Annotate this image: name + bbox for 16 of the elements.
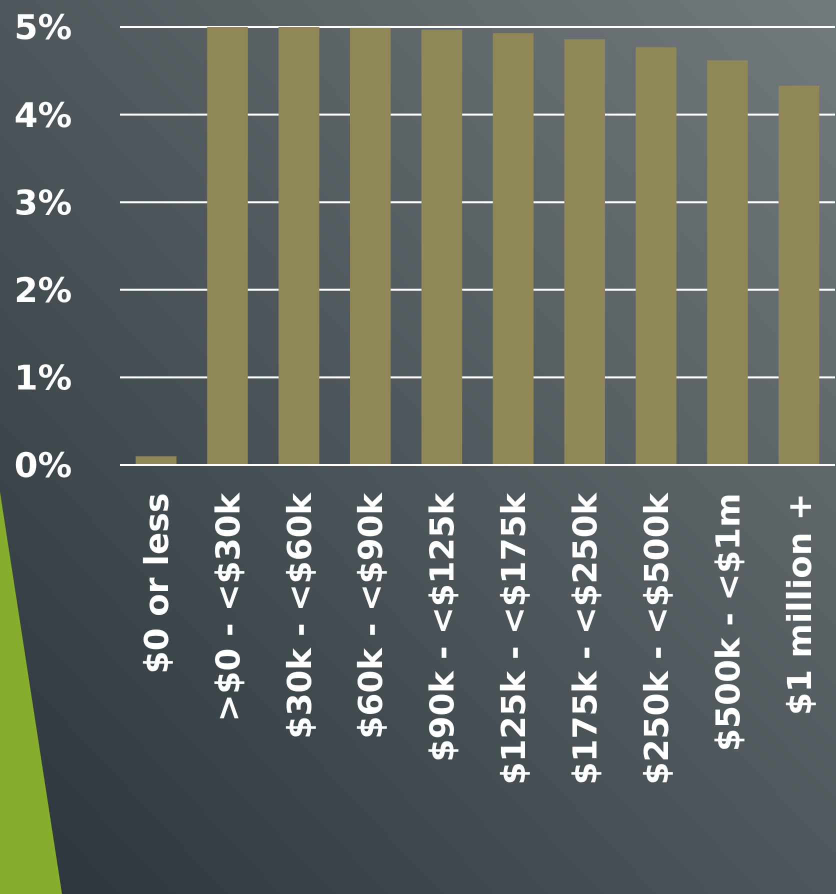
x-tick-label: $30k - <$60k	[280, 492, 319, 739]
x-tick-label: $90k - <$125k	[422, 492, 462, 762]
x-tick-label: $250k - <$500k	[636, 492, 676, 785]
x-tick-label: $125k - <$175k	[494, 492, 534, 785]
x-tick-label: $60k - <$90k	[351, 492, 390, 739]
x-tick-label: $1 million +	[780, 493, 819, 716]
y-tick-label: 1%	[14, 358, 72, 399]
y-tick-label: 3%	[14, 183, 72, 224]
x-tick-label: $175k - <$250k	[566, 492, 605, 785]
x-tick-label: >$0 - <$30k	[208, 492, 248, 722]
y-tick-label: 0%	[14, 446, 72, 486]
y-tick-label: 5%	[14, 8, 72, 48]
y-tick-label: 2%	[14, 271, 72, 312]
x-tick-label: $500k - <$1m	[708, 493, 748, 752]
y-tick-label: 4%	[14, 96, 72, 136]
x-tick-label: $0 or less	[136, 493, 176, 674]
